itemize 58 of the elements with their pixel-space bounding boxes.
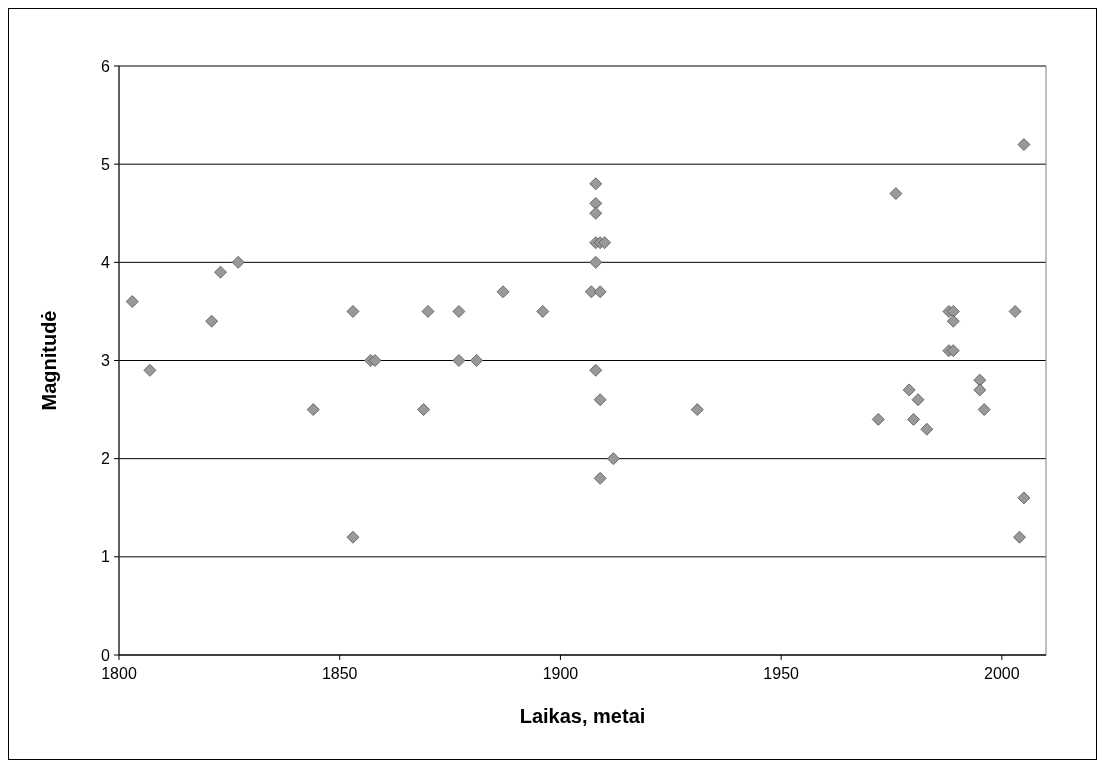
point [946, 305, 960, 318]
point [920, 422, 934, 436]
point [607, 452, 620, 466]
point [1017, 491, 1031, 505]
x-axis-title: Laikas, metai [519, 705, 646, 727]
point [889, 187, 903, 201]
point [452, 305, 466, 318]
y-tick-label: 3 [101, 352, 111, 370]
point [214, 265, 227, 279]
point [306, 403, 320, 416]
point [902, 383, 916, 397]
point [598, 236, 611, 250]
y-tick-label: 5 [101, 155, 111, 173]
point [907, 413, 920, 426]
point [946, 344, 960, 358]
point [417, 403, 430, 416]
x-tick-label: 1900 [542, 665, 579, 682]
point [973, 373, 987, 387]
point [593, 285, 607, 299]
y-tick-label: 4 [101, 253, 111, 271]
point [1008, 305, 1022, 318]
point [977, 403, 991, 416]
y-tick-label: 1 [101, 548, 111, 566]
point [584, 285, 598, 299]
point [1017, 138, 1031, 151]
x-tick-label: 1800 [101, 665, 137, 682]
point [205, 314, 219, 328]
point [911, 393, 925, 407]
point [496, 285, 510, 299]
point [589, 177, 603, 191]
y-axis-title: Magnitudė [38, 310, 60, 411]
point [973, 383, 987, 397]
point [346, 305, 360, 318]
point [946, 314, 960, 328]
x-tick-label: 1950 [763, 665, 800, 682]
point [589, 363, 603, 377]
point [593, 471, 607, 485]
point [421, 305, 435, 318]
point [589, 197, 603, 210]
point [470, 354, 483, 367]
point [231, 255, 245, 269]
y-tick-label: 6 [101, 57, 111, 75]
point [536, 305, 550, 318]
point [346, 530, 360, 544]
point [125, 295, 139, 308]
point [143, 363, 157, 377]
x-tick-label: 2000 [984, 665, 1020, 682]
x-tick-label: 1850 [321, 665, 358, 682]
point [1013, 530, 1026, 544]
point [589, 206, 603, 220]
point [368, 354, 382, 367]
point [871, 413, 885, 426]
point [589, 255, 603, 269]
point [452, 354, 466, 367]
point [690, 403, 704, 416]
point [593, 393, 607, 407]
y-tick-label: 0 [101, 646, 111, 664]
y-tick-label: 2 [101, 450, 111, 468]
